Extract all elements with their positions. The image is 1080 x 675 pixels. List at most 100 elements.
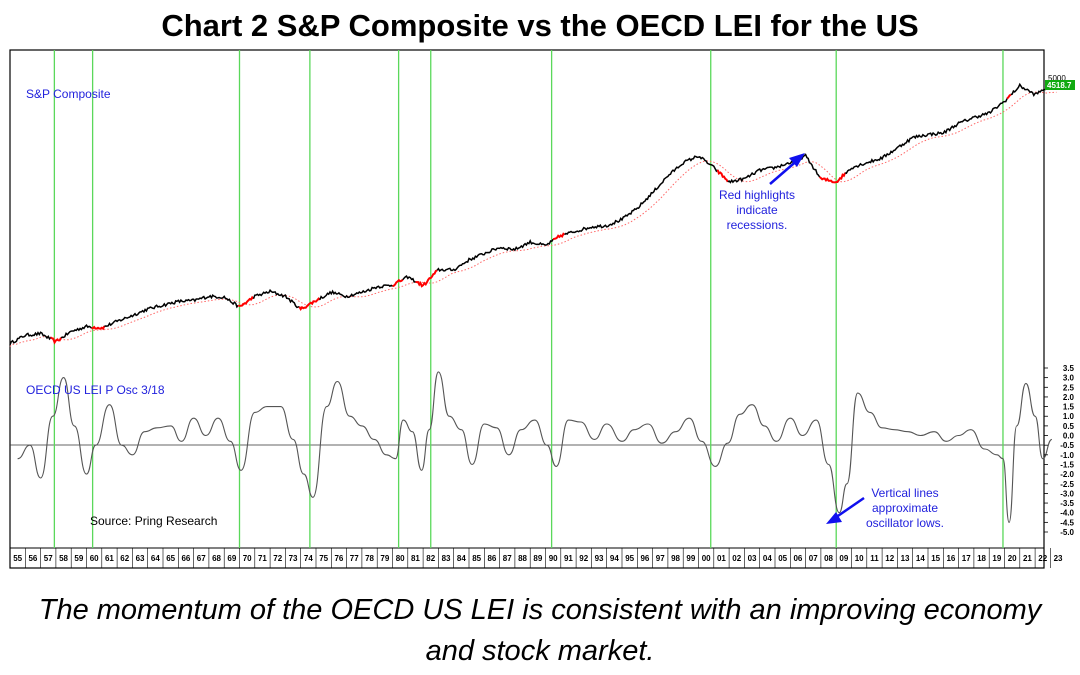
year-label-35: 90 [549, 554, 558, 563]
osc-tick-label-5: 1.0 [1063, 412, 1075, 421]
osc-tick-label-2: 2.5 [1063, 383, 1075, 392]
year-label-17: 72 [273, 554, 282, 563]
osc-tick-label-8: -0.5 [1060, 441, 1074, 450]
recession-segment-7 [298, 297, 321, 311]
year-label-13: 68 [212, 554, 221, 563]
year-label-9: 64 [151, 554, 160, 563]
year-label-21: 76 [334, 554, 343, 563]
year-label-60: 15 [931, 554, 940, 563]
recession-segment-17 [818, 172, 847, 184]
year-label-8: 63 [136, 554, 145, 563]
osc-tick-label-3: 2.0 [1063, 393, 1075, 402]
chart-figure: 3.53.02.52.01.51.00.50.0-0.5-1.0-1.5-2.0… [9, 49, 1075, 569]
last-value-box [1045, 80, 1075, 90]
last-value-label: 4518.7 [1047, 81, 1072, 90]
year-label-65: 20 [1008, 554, 1017, 563]
year-label-25: 80 [396, 554, 405, 563]
price-segment-0 [9, 331, 52, 345]
price-segment-12 [436, 238, 554, 273]
year-label-37: 92 [579, 554, 588, 563]
red-highlights-line2: indicate [736, 203, 778, 217]
year-label-31: 86 [487, 554, 496, 563]
recession-segment-11 [415, 269, 438, 288]
year-label-5: 60 [90, 554, 99, 563]
year-label-38: 93 [595, 554, 604, 563]
year-label-44: 99 [686, 554, 695, 563]
year-label-27: 82 [426, 554, 435, 563]
osc-tick-label-12: -2.5 [1060, 480, 1074, 489]
sp-composite-label: S&P Composite [26, 87, 111, 101]
year-label-2: 57 [44, 554, 53, 563]
source-label: Source: Pring Research [90, 514, 217, 528]
osc-tick-label-9: -1.0 [1060, 451, 1074, 460]
vertical-lines-line1: Vertical lines [871, 486, 938, 500]
price-segment-8 [319, 284, 393, 301]
red-highlights-note: Red highlights indicate recessions. [719, 188, 795, 232]
price-segment-20 [1010, 81, 1057, 97]
year-label-30: 85 [472, 554, 481, 563]
year-label-66: 21 [1023, 554, 1032, 563]
osc-tick-label-16: -4.5 [1060, 518, 1074, 527]
year-label-68: 23 [1054, 554, 1063, 563]
year-label-33: 88 [518, 554, 527, 563]
year-label-10: 65 [166, 554, 175, 563]
vertical-lines-note: Vertical lines approximate oscillator lo… [866, 486, 944, 530]
price-segment-10 [402, 275, 416, 283]
red-highlights-line3: recessions. [727, 218, 788, 232]
year-label-53: 08 [824, 554, 833, 563]
year-label-0: 55 [13, 554, 22, 563]
recession-segment-9 [392, 278, 404, 288]
year-label-15: 70 [243, 554, 252, 563]
year-label-54: 09 [839, 554, 848, 563]
year-label-32: 87 [503, 554, 512, 563]
year-label-55: 10 [855, 554, 864, 563]
year-label-1: 56 [28, 554, 37, 563]
year-label-57: 12 [885, 554, 894, 563]
year-label-23: 78 [365, 554, 374, 563]
price-segment-18 [844, 98, 1008, 175]
year-label-19: 74 [304, 554, 313, 563]
recession-segment-5 [237, 295, 255, 307]
price-segment-14 [564, 155, 719, 236]
price-segment-6 [252, 288, 300, 309]
year-label-28: 83 [442, 554, 451, 563]
year-label-12: 67 [197, 554, 206, 563]
osc-tick-label-11: -2.0 [1060, 470, 1074, 479]
recession-segment-19 [1006, 93, 1012, 100]
year-label-48: 03 [748, 554, 757, 563]
year-label-26: 81 [411, 554, 420, 563]
year-label-20: 75 [319, 554, 328, 563]
vertical-lines-line2: approximate [872, 501, 938, 515]
year-label-67: 22 [1038, 554, 1047, 563]
osc-tick-label-0: 3.5 [1063, 364, 1075, 373]
recession-segment-15 [716, 169, 729, 183]
osc-tick-label-7: 0.0 [1063, 432, 1075, 441]
year-label-42: 97 [656, 554, 665, 563]
year-label-11: 66 [181, 554, 190, 563]
year-label-56: 11 [870, 554, 879, 563]
year-label-18: 73 [289, 554, 298, 563]
year-label-41: 96 [640, 554, 649, 563]
osc-tick-label-10: -1.5 [1060, 460, 1074, 469]
vertical-lines-line3: oscillator lows. [866, 516, 944, 530]
year-label-51: 06 [793, 554, 802, 563]
year-label-64: 19 [992, 554, 1001, 563]
year-label-6: 61 [105, 554, 114, 563]
year-label-4: 59 [74, 554, 83, 563]
year-label-50: 05 [778, 554, 787, 563]
caption: The momentum of the OECD US LEI is consi… [38, 594, 1042, 667]
recession-segment-3 [91, 325, 106, 331]
osc-tick-label-15: -4.0 [1060, 509, 1074, 518]
chart-frame [9, 49, 1045, 569]
year-label-61: 16 [946, 554, 955, 563]
arrow-vertical-lines [826, 496, 865, 524]
price-segment-16 [727, 153, 821, 184]
year-label-45: 00 [702, 554, 711, 563]
osc-tick-label-14: -3.5 [1060, 499, 1074, 508]
year-label-47: 02 [732, 554, 741, 563]
year-label-63: 18 [977, 554, 986, 563]
year-label-14: 69 [227, 554, 236, 563]
osc-tick-label-1: 3.0 [1063, 374, 1075, 383]
year-label-52: 07 [809, 554, 818, 563]
price-segment-4 [104, 294, 239, 327]
